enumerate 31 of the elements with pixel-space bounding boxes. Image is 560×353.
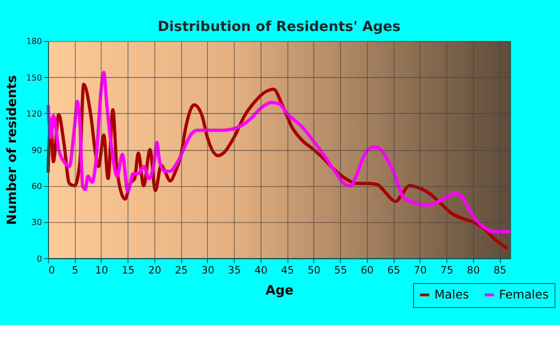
x-tick-label: 50: [308, 265, 321, 276]
y-tick-label: 180: [26, 36, 42, 46]
y-tick-label: 0: [36, 253, 42, 264]
x-tick-label: 75: [440, 265, 454, 276]
x-tick-label: 45: [281, 265, 294, 276]
y-tick-label: 120: [26, 108, 42, 119]
x-tick-label: 40: [254, 265, 268, 276]
chart-title: Distribution of Residents' Ages: [158, 18, 401, 35]
x-tick-label: 35: [228, 265, 241, 276]
x-axis-title: Age: [266, 284, 294, 299]
x-tick-label: 5: [72, 265, 78, 276]
x-tick-label: 55: [334, 265, 348, 276]
x-tick-label: 10: [95, 265, 108, 276]
x-tick-label: 0: [48, 265, 55, 276]
x-tick-label: 65: [387, 265, 400, 276]
x-tick-label: 30: [201, 265, 214, 276]
line-series: [46, 70, 512, 234]
x-tick-label: 85: [493, 265, 506, 276]
x-tick-label: 15: [122, 265, 135, 276]
legend-label: Males: [434, 288, 470, 302]
x-tick-label: 60: [360, 265, 374, 276]
y-tick-label: 60: [31, 180, 42, 191]
x-tick-label: 80: [466, 265, 480, 276]
x-tick-label: 25: [174, 265, 188, 276]
y-tick-label: 90: [31, 144, 42, 155]
x-tick-label: 70: [414, 265, 427, 276]
legend-label: Females: [499, 288, 549, 302]
y-tick-label: 150: [26, 72, 42, 82]
y-axis-title: Number of residents: [5, 74, 20, 225]
y-tick-label: 30: [31, 217, 42, 228]
x-tick-label: 20: [148, 265, 162, 276]
